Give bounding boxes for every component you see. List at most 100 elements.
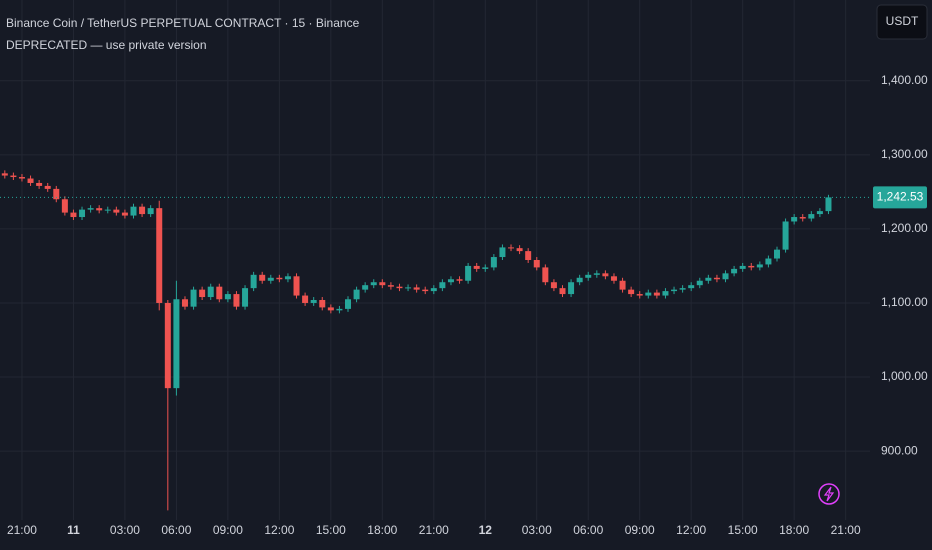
x-tick-label: 21:00 xyxy=(831,523,861,537)
candle-body xyxy=(559,288,566,295)
candle-body xyxy=(825,197,832,212)
last-price-box xyxy=(873,186,927,209)
currency-button[interactable] xyxy=(876,4,928,40)
y-tick-label: 900.00 xyxy=(881,443,918,457)
candle-body xyxy=(259,274,266,281)
candle-body xyxy=(233,294,240,307)
candle-body xyxy=(156,208,163,303)
x-tick-label: 03:00 xyxy=(522,523,552,537)
candles xyxy=(1,170,832,511)
candle-body xyxy=(508,247,515,249)
y-tick-label: 1,200.00 xyxy=(881,221,928,235)
candle-body xyxy=(773,249,780,259)
candle-body xyxy=(662,291,669,296)
candle-body xyxy=(756,264,763,268)
candle-body xyxy=(336,308,343,311)
candle-body xyxy=(765,258,772,265)
y-tick-label: 1,000.00 xyxy=(881,369,928,383)
x-tick-label: 18:00 xyxy=(367,523,397,537)
candle-body xyxy=(550,282,557,289)
candle-body xyxy=(96,208,103,211)
candle-body xyxy=(87,208,94,210)
candle-body xyxy=(473,265,480,269)
candle-body xyxy=(79,209,86,218)
candle-body xyxy=(782,221,789,250)
candle-body xyxy=(190,289,197,307)
candle-body xyxy=(679,288,686,290)
candle-body xyxy=(568,282,575,295)
candle-body xyxy=(671,289,678,292)
candle-body xyxy=(791,217,798,222)
currency-button-label[interactable]: USDT xyxy=(886,14,919,28)
candle-body xyxy=(70,212,77,218)
candle-body xyxy=(1,173,8,176)
overlay: 900.00 1,000.00 1,100.00 1,200.00 1,300.00 1,… xyxy=(0,73,928,537)
candle-body xyxy=(276,277,283,280)
candle-body xyxy=(302,295,309,303)
candle-body xyxy=(139,206,146,215)
candle-body xyxy=(516,248,523,252)
alert-icon[interactable] xyxy=(818,483,840,505)
candle-body xyxy=(705,277,712,281)
candle-body xyxy=(267,277,274,281)
candle-body xyxy=(456,279,463,281)
candle-body xyxy=(593,273,600,275)
candle-body xyxy=(164,302,171,389)
candle-body xyxy=(696,280,703,286)
candle-body xyxy=(387,285,394,287)
candle-body xyxy=(284,276,291,280)
candle-body xyxy=(362,285,369,290)
grid xyxy=(0,0,870,520)
candle-body xyxy=(576,277,583,283)
candle-body xyxy=(808,214,815,219)
candle-body xyxy=(447,279,454,283)
candle-body xyxy=(61,199,68,213)
candle-body xyxy=(310,300,317,303)
x-tick-label: 06:00 xyxy=(161,523,191,537)
candle-body xyxy=(413,287,420,290)
candle-body xyxy=(353,289,360,300)
candle-body xyxy=(396,286,403,289)
candle-body xyxy=(379,282,386,286)
x-tick-label: 12 xyxy=(479,523,493,537)
x-tick-label: 11 xyxy=(67,523,80,537)
candle-body xyxy=(430,288,437,292)
candle-body xyxy=(147,208,154,215)
candle-body xyxy=(688,285,695,289)
candle-body xyxy=(345,299,351,309)
candle-body xyxy=(44,185,51,189)
x-tick-label: 09:00 xyxy=(625,523,655,537)
candle-body xyxy=(465,265,472,281)
candle-body xyxy=(27,178,34,183)
candle-body xyxy=(653,292,660,296)
candle-body xyxy=(216,286,223,300)
candle-body xyxy=(482,267,489,269)
candle-body xyxy=(533,260,540,268)
candle-body xyxy=(490,257,497,268)
candle-body xyxy=(319,300,326,308)
x-tick-label: 15:00 xyxy=(316,523,346,537)
candle-body xyxy=(10,175,17,178)
x-tick-label: 18:00 xyxy=(779,523,809,537)
candle-body xyxy=(628,289,635,295)
candle-body xyxy=(542,267,549,283)
candle-body xyxy=(439,282,446,289)
x-tick-label: 06:00 xyxy=(573,523,603,537)
candle-body xyxy=(816,211,823,215)
candle-body xyxy=(739,265,746,269)
x-tick-label: 15:00 xyxy=(728,523,758,537)
candle-body xyxy=(713,277,720,280)
candle-body xyxy=(799,217,806,219)
candle-body xyxy=(181,299,188,307)
candle-body xyxy=(242,288,249,307)
x-tick-label: 09:00 xyxy=(213,523,243,537)
x-tick-label: 03:00 xyxy=(110,523,140,537)
y-tick-label: 1,300.00 xyxy=(881,147,928,161)
candle-body xyxy=(731,268,738,274)
candle-body xyxy=(619,280,626,290)
candle-body xyxy=(610,276,617,281)
candle-body xyxy=(370,282,377,286)
candle-body xyxy=(199,289,206,298)
